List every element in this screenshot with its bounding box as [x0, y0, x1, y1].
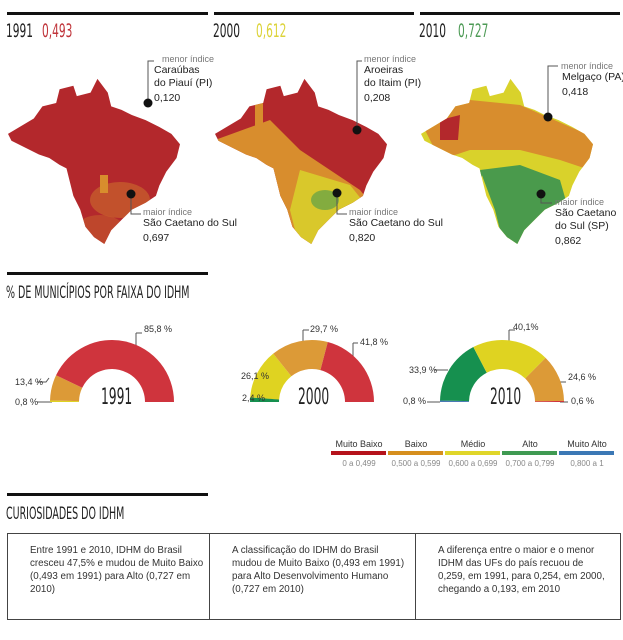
legend-label: Muito Baixo: [335, 439, 383, 449]
highest-city: São Caetano do Sul 0,697: [143, 217, 237, 245]
divider: [420, 12, 620, 15]
highest-city: São Caetano do Sul (SP) 0,862: [555, 207, 616, 248]
marker-highest-2000: [332, 188, 342, 198]
map-year-2010: 2010: [419, 20, 446, 42]
donut-segment-2000-baixo: [273, 340, 328, 377]
legend-label: Muito Alto: [567, 439, 607, 449]
donut-label: 33,9 %: [409, 365, 438, 375]
highest-label: maior índice: [143, 207, 193, 217]
donut-label: 2,4 %: [242, 393, 266, 403]
city-line: do Itaim (PI): [364, 77, 422, 89]
donut-segment-2010-muito-baixo: [534, 400, 564, 402]
marker-lowest-2010: [543, 112, 553, 122]
donut-segment-1991-médio: [50, 400, 80, 402]
lowest-city: Caraúbas do Piauí (PI) 0,120: [154, 64, 212, 105]
city-value: 0,820: [349, 232, 376, 244]
divider: [7, 493, 208, 496]
divider: [7, 12, 208, 15]
city-line: Melgaço (PA): [562, 71, 623, 83]
city-line: do Piauí (PI): [154, 77, 213, 89]
city-value: 0,862: [555, 235, 582, 247]
legend-swatch: [445, 451, 500, 455]
legend-swatch: [388, 451, 443, 455]
donut-label: 0,8 %: [403, 396, 427, 406]
donut-charts: [50, 340, 564, 402]
city-value: 0,208: [364, 92, 391, 104]
donut-segment-2010-muito-alto: [440, 400, 470, 402]
marker-highest-2010: [536, 189, 546, 199]
legend-range: 0,800 a 1: [570, 459, 604, 468]
city-line: São Caetano do Sul: [143, 217, 237, 229]
lowest-city: Melgaço (PA) 0,418: [562, 71, 623, 99]
city-markers: [126, 98, 553, 199]
legend-range: 0,700 a 0,799: [505, 459, 555, 468]
curiosities-title: CURIOSIDADES DO IDHM: [6, 504, 125, 524]
donut-label: 85,8 %: [144, 324, 173, 334]
legend-range: 0,600 a 0,699: [448, 459, 498, 468]
marker-lowest-1991: [143, 98, 153, 108]
city-value: 0,120: [154, 92, 181, 104]
donut-segment-1991-muito-baixo: [56, 340, 174, 402]
curiosity-card: A diferença entre o maior e o menor IDHM…: [415, 533, 621, 620]
legend-label: Médio: [460, 439, 486, 449]
curiosity-text: A classificação do IDHM do Brasil mudou …: [232, 545, 405, 595]
donut-label: 26,1 %: [241, 371, 270, 381]
legend-range: 0,500 a 0,599: [391, 459, 441, 468]
section-title: % DE MUNICÍPIOS POR FAIXA DO IDHM: [6, 283, 190, 303]
map-year-1991: 1991: [6, 20, 33, 42]
map-idhm-2010: 0,727: [458, 20, 489, 42]
lowest-label: menor índice: [162, 54, 215, 64]
donut-label: 40,1%: [513, 322, 539, 332]
donut-label: 24,6 %: [568, 372, 597, 382]
donut-label: 0,6 %: [571, 396, 595, 406]
donut-label: 41,8 %: [360, 337, 389, 347]
city-line: São Caetano do Sul: [349, 217, 443, 229]
city-value: 0,697: [143, 232, 170, 244]
legend-range: 0 a 0,499: [342, 459, 376, 468]
city-line: Aroeiras: [364, 64, 404, 76]
curiosity-text: Entre 1991 e 2010, IDHM do Brasil cresce…: [30, 545, 204, 595]
marker-lowest-2000: [352, 125, 362, 135]
donut-segment-2010-baixo: [525, 357, 564, 402]
map-idhm-2000: 0,612: [256, 20, 287, 42]
map-idhm-1991: 0,493: [42, 20, 73, 42]
donut-segment-2000-médio: [250, 353, 292, 400]
donut-label: 13,4 %: [15, 377, 44, 387]
highest-city: São Caetano do Sul 0,820: [349, 217, 443, 245]
city-line: São Caetano: [555, 207, 617, 219]
legend-label: Baixo: [404, 439, 428, 449]
curiosity-card: Entre 1991 e 2010, IDHM do Brasil cresce…: [7, 533, 210, 620]
legend-swatch: [331, 451, 386, 455]
donut-segment-2000-muito-baixo: [320, 342, 374, 402]
lowest-city: Aroeiras do Itaim (PI) 0,208: [364, 64, 421, 105]
city-value: 0,418: [562, 86, 589, 98]
legend-label: Alto: [522, 439, 538, 449]
donut-label: 29,7 %: [310, 324, 339, 334]
city-line: do Sul (SP): [555, 220, 609, 232]
donut-segment-2000-alto: [250, 397, 280, 402]
divider: [7, 272, 208, 275]
highest-label: maior índice: [555, 197, 605, 207]
donut-year: 2010: [490, 385, 522, 410]
donut-segment-2010-alto: [440, 347, 487, 402]
donut-label: 0,8 %: [15, 397, 39, 407]
highest-label: maior índice: [349, 207, 399, 217]
lowest-label: menor índice: [364, 54, 417, 64]
map-year-2000: 2000: [213, 20, 240, 42]
city-line: Caraúbas: [154, 64, 200, 76]
donut-segment-1991-baixo: [50, 375, 83, 402]
curiosity-card: A classificação do IDHM do Brasil mudou …: [209, 533, 416, 620]
marker-highest-1991: [126, 189, 136, 199]
lowest-label: menor índice: [561, 61, 614, 71]
donut-segment-2010-médio: [473, 340, 546, 379]
donut-year: 1991: [101, 385, 133, 410]
legend-swatch: [502, 451, 557, 455]
curiosity-text: A diferença entre o maior e o menor IDHM…: [438, 545, 605, 595]
donut-year: 2000: [298, 385, 330, 410]
divider: [214, 12, 414, 15]
legend-swatch: [559, 451, 614, 455]
